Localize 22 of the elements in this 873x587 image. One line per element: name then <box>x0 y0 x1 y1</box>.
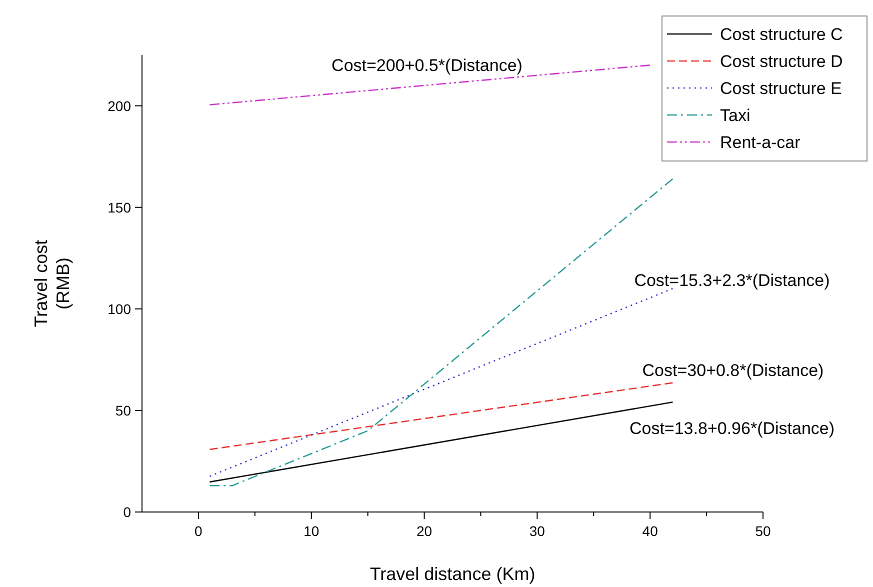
y-tick-label: 200 <box>108 98 132 114</box>
y-tick-label: 100 <box>108 300 132 317</box>
y-axis-title: Travel cost (RMB) <box>31 240 73 328</box>
y-tick-label: 150 <box>108 199 132 216</box>
y-tick-label: 0 <box>123 504 132 520</box>
legend-label: Taxi <box>720 106 750 125</box>
x-tick-label: 10 <box>304 523 320 539</box>
x-tick-label: 0 <box>194 523 203 539</box>
legend-label: Cost structure E <box>720 79 842 98</box>
x-tick-label: 40 <box>642 523 658 539</box>
x-axis-title: Travel distance (Km) <box>370 564 536 584</box>
legend-label: Cost structure D <box>720 52 843 71</box>
annotation: Cost=200+0.5*(Distance) <box>332 56 522 75</box>
annotation: Cost=15.3+2.3*(Distance) <box>634 271 830 290</box>
annotation: Cost=13.8+0.96*(Distance) <box>629 419 835 438</box>
x-tick-label: 50 <box>755 523 771 539</box>
legend-label: Rent-a-car <box>720 133 801 152</box>
y-tick-label: 50 <box>115 402 132 418</box>
legend-label: Cost structure C <box>720 25 843 44</box>
x-tick-label: 30 <box>529 523 546 539</box>
annotation: Cost=30+0.8*(Distance) <box>642 361 824 380</box>
x-tick-label: 20 <box>416 523 432 539</box>
